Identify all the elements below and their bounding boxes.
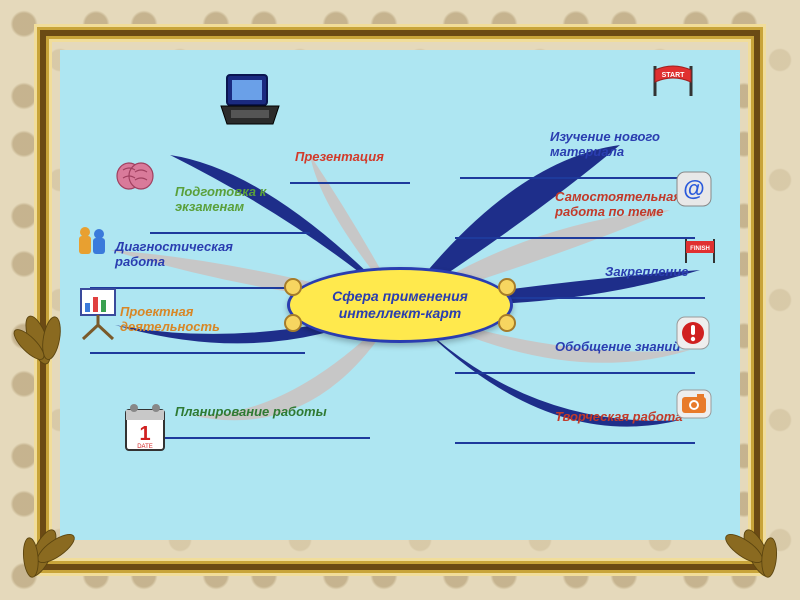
branch-exam-prep: Подготовка к экзаменам (175, 170, 266, 230)
center-title: Сфера применения интеллект-карт (290, 288, 510, 322)
presentation-frame: Презентация Подготовка к экзаменам Диагн… (0, 0, 800, 600)
people-icon (75, 222, 111, 258)
at-sign-icon: @ (675, 170, 713, 208)
branch-project: Проектная деятельность (120, 290, 220, 350)
branch-new-material: Изучение нового материала (550, 115, 660, 175)
branch-reinforcement: Закрепление (605, 250, 688, 295)
svg-text:FINISH: FINISH (690, 246, 710, 252)
laurel-left-icon (2, 295, 92, 385)
branch-label: Презентация (295, 149, 384, 164)
brain-icon (115, 160, 155, 194)
finish-banner-icon: FINISH (680, 235, 720, 265)
mindmap-canvas: Презентация Подготовка к экзаменам Диагн… (60, 50, 740, 540)
start-banner-icon: START (645, 60, 701, 100)
svg-text:1: 1 (139, 423, 150, 445)
branch-label: Планирование работы (175, 404, 327, 419)
branch-label: Творческая работа (555, 409, 683, 424)
mindmap-center: Сфера применения интеллект-карт (287, 267, 513, 343)
branch-label: Самостоятельная работа по теме (555, 189, 681, 219)
branch-label: Подготовка к экзаменам (175, 184, 266, 214)
laurel-bottom-left-icon (2, 508, 92, 598)
laptop-icon (215, 70, 285, 130)
camera-icon (675, 388, 713, 420)
laurel-bottom-right-icon (708, 508, 798, 598)
branch-label: Обобщение знаний (555, 339, 680, 354)
branch-label: Закрепление (605, 264, 688, 279)
branch-presentation: Презентация (295, 135, 384, 180)
branch-planning: Планирование работы (175, 390, 327, 435)
alert-icon (675, 315, 711, 351)
svg-text:DATE: DATE (137, 444, 153, 450)
calendar-icon: 1 DATE (120, 400, 170, 456)
branch-label: Проектная деятельность (120, 304, 220, 334)
svg-text:START: START (662, 72, 686, 79)
branch-diagnostic: Диагностическая работа (115, 225, 233, 285)
branch-self-study: Самостоятельная работа по теме (555, 175, 681, 235)
svg-text:@: @ (683, 176, 704, 201)
branch-creative: Творческая работа (555, 395, 683, 440)
branch-generalization: Обобщение знаний (555, 325, 680, 370)
branch-label: Диагностическая работа (115, 239, 233, 269)
branch-label: Изучение нового материала (550, 129, 660, 159)
